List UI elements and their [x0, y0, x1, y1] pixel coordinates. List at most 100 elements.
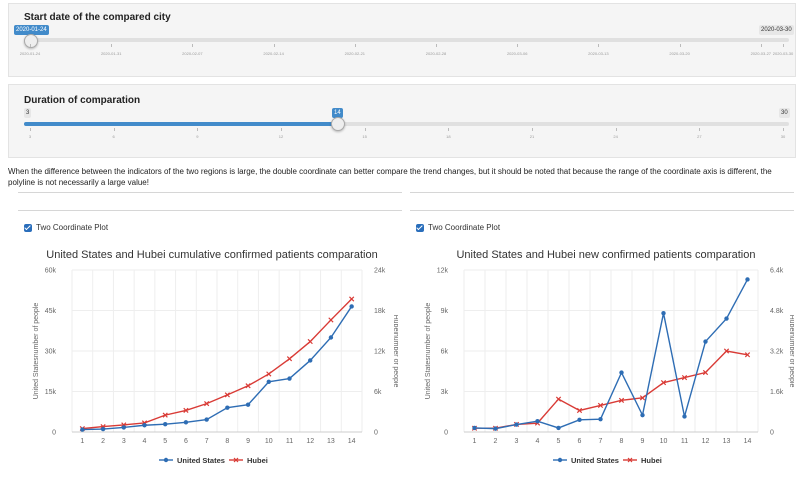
duration-tick-label: 24: [613, 134, 618, 139]
duration-handle[interactable]: [331, 117, 345, 131]
y-tick-label: 30k: [45, 349, 57, 356]
series-line: [474, 279, 749, 430]
start-date-tick-label: 2020-02-21: [344, 51, 366, 56]
y-tick-label: 15k: [45, 389, 57, 396]
data-point: [349, 304, 354, 309]
duration-min-bubble: 3: [24, 108, 32, 118]
x-tick-label: 14: [348, 438, 356, 445]
data-point: [204, 401, 210, 407]
left-panel-top-border: [18, 210, 402, 211]
duration-tick-label: 27: [697, 134, 702, 139]
y-tick-label: 12k: [437, 268, 449, 275]
x-tick-label: 14: [744, 438, 752, 445]
start-date-tick-mark: [760, 44, 762, 47]
x-tick-label: 11: [681, 438, 688, 445]
chart-title: United States and Hubei new confirmed pa…: [456, 249, 755, 261]
data-point: [745, 277, 750, 282]
data-point: [349, 296, 355, 302]
data-point: [576, 407, 583, 414]
duration-value-bubble: 14: [332, 108, 343, 118]
y2-tick-label: 12k: [374, 349, 386, 356]
data-point: [307, 338, 313, 345]
y2-tick-label: 1.6k: [770, 389, 784, 396]
x-tick-label: 4: [143, 438, 147, 445]
duration-tick-label: 12: [278, 134, 284, 139]
chart-title: United States and Hubei cumulative confi…: [46, 249, 377, 261]
data-point: [535, 419, 540, 424]
left-two-coordinate-checkbox[interactable]: [24, 224, 32, 232]
data-point: [514, 422, 519, 427]
data-point: [682, 414, 687, 419]
right-two-coordinate-checkbox[interactable]: [416, 224, 424, 232]
y-tick-label: 3k: [441, 389, 449, 396]
start-date-tick-mark: [354, 44, 356, 47]
start-date-tick-label: 2020-02-14: [263, 51, 284, 56]
data-point: [703, 339, 708, 344]
start-date-max-bubble: 2020-03-30: [759, 25, 794, 35]
x-tick-label: 4: [536, 438, 540, 445]
x-tick-label: 12: [702, 438, 710, 445]
start-date-tick-mark: [598, 44, 600, 47]
y-tick-label: 60k: [45, 268, 57, 275]
start-date-tick-label: 2020-02-28: [425, 51, 447, 56]
data-point: [308, 358, 313, 363]
data-point: [225, 405, 230, 410]
legend-label: Hubei: [247, 456, 268, 465]
y-tick-label: 0: [52, 430, 56, 437]
new-cases-chart: United States and Hubei new confirmed pa…: [425, 249, 794, 465]
y2-tick-label: 6.4k: [770, 268, 784, 275]
data-point: [598, 416, 603, 422]
x-tick-label: 1: [473, 438, 477, 445]
start-date-tick-mark: [679, 44, 681, 47]
duration-tick-mark: [364, 128, 366, 131]
start-date-value-bubble: 2020-01-24: [14, 25, 49, 35]
start-date-tick-label: 2020-03-27: [750, 51, 772, 56]
x-tick-label: 3: [122, 438, 126, 445]
data-point: [142, 423, 147, 428]
x-tick-label: 5: [557, 438, 561, 445]
legend-marker: [233, 457, 239, 463]
legend-label: Hubei: [641, 456, 662, 465]
x-tick-label: 9: [641, 438, 645, 445]
duration-fill: [24, 122, 337, 126]
duration-track[interactable]: [24, 122, 789, 126]
data-point: [100, 426, 106, 432]
duration-label: Duration of comparation: [24, 95, 141, 106]
y-tick-label: 45k: [45, 308, 57, 315]
data-point: [163, 421, 168, 427]
duration-tick-mark: [113, 128, 115, 131]
x-tick-label: 2: [494, 438, 498, 445]
x-tick-label: 7: [599, 438, 603, 445]
x-tick-label: 12: [306, 438, 314, 445]
series-line: [82, 306, 353, 431]
data-point: [619, 370, 624, 375]
data-point: [681, 374, 688, 381]
duration-tick-label: 18: [446, 134, 451, 139]
right-panel-top-border: [410, 210, 794, 211]
start-date-tick-mark: [30, 44, 31, 47]
duration-tick-mark: [448, 128, 450, 131]
legend-marker: [627, 457, 633, 463]
data-point: [286, 356, 293, 362]
start-date-track[interactable]: [24, 38, 789, 42]
x-tick-label: 9: [246, 438, 250, 445]
data-point: [597, 402, 604, 409]
x-tick-label: 1: [80, 438, 84, 445]
start-date-handle[interactable]: [24, 34, 38, 48]
y-tick-label: 9k: [441, 308, 449, 315]
x-tick-label: 8: [225, 438, 229, 445]
x-tick-label: 13: [327, 438, 335, 445]
data-point: [555, 396, 562, 402]
data-point: [328, 317, 334, 323]
right-checkbox-label: Two Coordinate Plot: [428, 223, 501, 232]
duration-tick-mark: [699, 128, 701, 131]
data-point: [328, 335, 334, 340]
dual-axis-note: When the difference between the indicato…: [8, 167, 772, 187]
start-date-tick-mark: [273, 44, 275, 47]
y2-axis-label: Hubeinumber of people: [788, 315, 794, 388]
duration-max-bubble: 30: [779, 108, 790, 118]
data-point: [266, 371, 272, 377]
start-date-tick-label: 2020-03-13: [588, 51, 609, 56]
data-point: [80, 427, 85, 432]
data-point: [724, 316, 729, 321]
